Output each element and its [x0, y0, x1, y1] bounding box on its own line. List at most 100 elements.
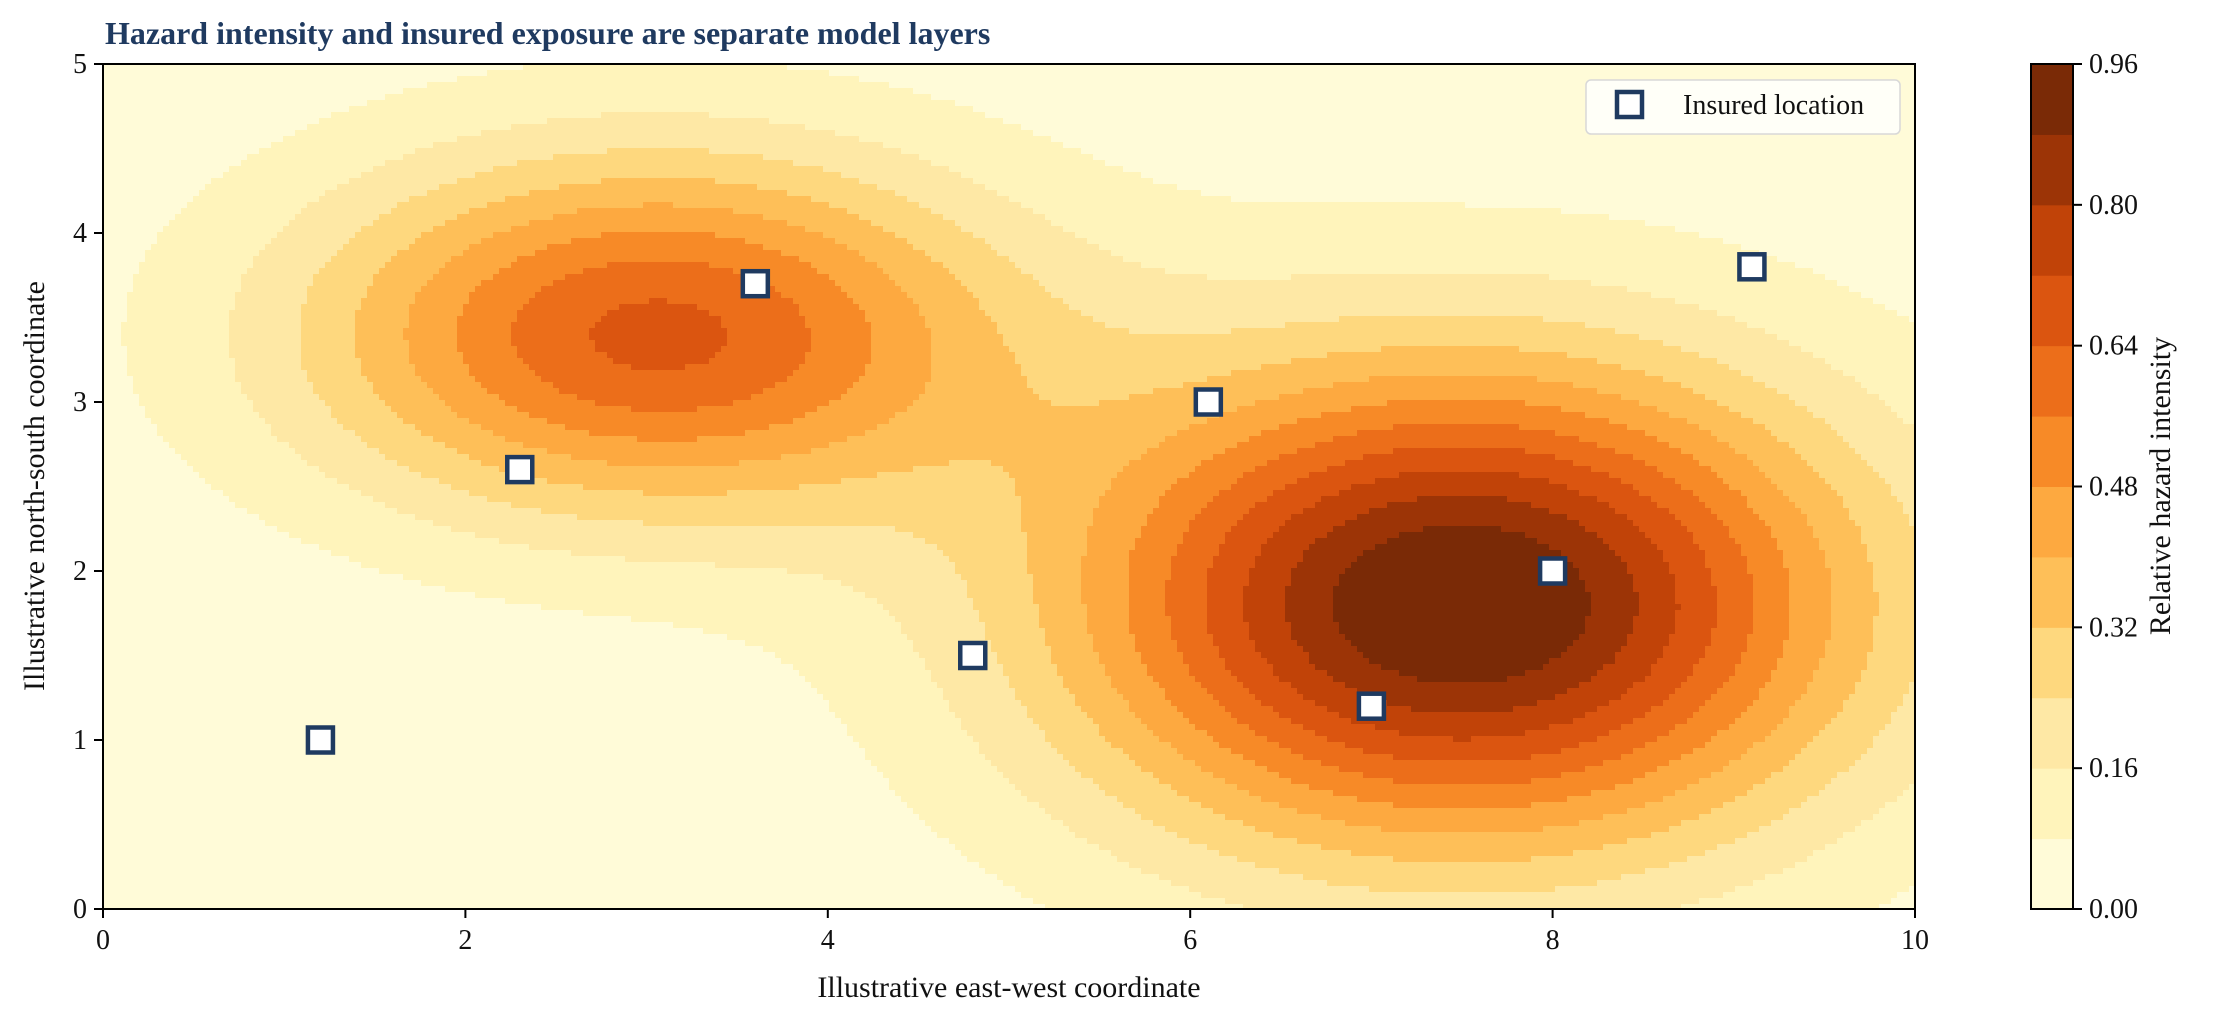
contour-cell [1171, 556, 1214, 563]
contour-cell [895, 232, 974, 239]
contour-cell [1909, 688, 1915, 695]
contour-cell [943, 262, 1016, 269]
contour-cell [1675, 586, 1718, 593]
contour-cell [1333, 610, 1592, 617]
contour-cell [1873, 586, 1915, 593]
contour-cell [145, 412, 260, 419]
contour-cell [103, 286, 134, 293]
contour-cell [421, 232, 494, 239]
contour-cell [895, 526, 1022, 533]
contour-cell [1201, 682, 1244, 689]
contour-cell [565, 424, 770, 431]
contour-cell [733, 268, 818, 275]
contour-cell [1387, 502, 1532, 509]
contour-cell [211, 484, 350, 491]
contour-cell [223, 172, 362, 179]
contour-cell [1099, 844, 1208, 851]
contour-cell [799, 256, 866, 263]
contour-cell [1501, 526, 1586, 533]
contour-cell [301, 208, 392, 215]
contour-cell [1633, 718, 1688, 725]
contour-cell [829, 700, 950, 707]
contour-cell [1213, 454, 1280, 461]
contour-cell [859, 178, 974, 185]
contour-cell [385, 400, 446, 407]
contour-cell [1807, 514, 1850, 521]
x-tick-label: 8 [1546, 925, 1560, 956]
contour-cell [1681, 820, 1772, 827]
contour-cell [1279, 712, 1340, 719]
contour-cell [235, 358, 302, 365]
contour-cell [1879, 598, 1915, 605]
contour-cell [1825, 652, 1868, 659]
insured-location-marker [1193, 387, 1224, 417]
contour-cell [1825, 556, 1868, 563]
contour-cell [955, 220, 1052, 227]
contour-cell [931, 352, 1016, 359]
contour-cell [1651, 538, 1694, 545]
contour-cell [1345, 634, 1580, 641]
contour-cell [1309, 544, 1376, 551]
contour-cell [1009, 472, 1118, 479]
contour-cell [1897, 706, 1915, 713]
contour-cell [1747, 790, 1820, 797]
contour-cell [1279, 802, 1394, 809]
contour-cell [361, 298, 416, 305]
contour-cell [1129, 622, 1172, 629]
contour-cell [835, 712, 956, 719]
contour-cell [901, 622, 986, 629]
contour-cell [103, 682, 812, 689]
colorbar-tick-label: 0.96 [2089, 49, 2138, 80]
contour-cell [1681, 904, 1880, 909]
contour-cell [1021, 364, 1262, 371]
contour-cell [997, 766, 1076, 773]
contour-cell [607, 352, 716, 359]
contour-cell [1177, 430, 1262, 437]
contour-cell [1273, 490, 1340, 497]
contour-cell [1177, 706, 1226, 713]
contour-cell [103, 226, 164, 233]
contour-cell [859, 136, 1052, 143]
contour-cell [1585, 616, 1634, 623]
contour-cell [925, 382, 1028, 389]
contour-cell [1219, 646, 1256, 653]
contour-cell [103, 424, 158, 431]
contour-cell [931, 670, 1004, 677]
contour-cell [1735, 838, 1838, 845]
contour-cell [355, 346, 410, 353]
contour-cell [1687, 676, 1730, 683]
contour-cell [103, 106, 350, 113]
contour-cell [1015, 262, 1142, 269]
contour-cell [1675, 574, 1712, 581]
contour-cell [1243, 586, 1286, 593]
contour-cell [1873, 628, 1915, 635]
contour-cell [1171, 616, 1208, 623]
contour-cell [1699, 424, 1766, 431]
insured-location-markers [305, 252, 1767, 755]
contour-cell [1165, 610, 1208, 617]
contour-cell [1291, 682, 1346, 689]
contour-cell [1087, 604, 1130, 611]
contour-cell [1327, 880, 1598, 887]
y-tick-label: 4 [73, 218, 87, 249]
contour-cell [1303, 508, 1370, 515]
contour-cell [1789, 808, 1880, 815]
contour-cell [1789, 580, 1832, 587]
contour-cell [1261, 550, 1304, 557]
contour-cell [169, 442, 290, 449]
contour-cell [955, 568, 1028, 575]
contour-cell [1129, 700, 1172, 707]
contour-cell [919, 310, 986, 317]
contour-cell [1189, 664, 1226, 671]
contour-cell [1705, 652, 1742, 659]
contour-cell [925, 538, 1028, 545]
contour-cell [1129, 556, 1172, 563]
contour-cell [1255, 466, 1328, 473]
contour-cell [103, 190, 200, 197]
contour-cell [1297, 448, 1394, 455]
contour-cell [409, 322, 458, 329]
contour-cell [103, 142, 272, 149]
contour-cell [1213, 736, 1268, 743]
contour-cell [301, 316, 356, 323]
contour-cell [949, 838, 1088, 845]
